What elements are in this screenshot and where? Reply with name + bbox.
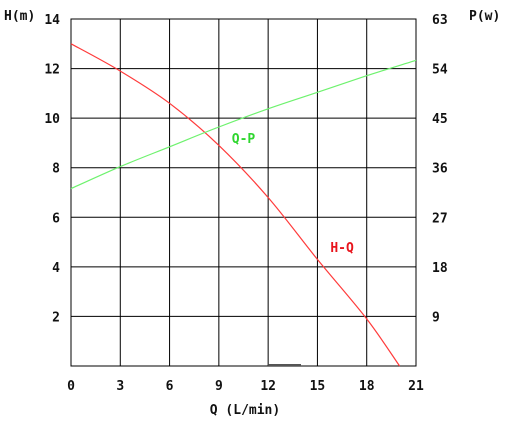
y-tick-label-left: 14 bbox=[44, 13, 60, 28]
y-tick-label-right: 36 bbox=[432, 162, 448, 177]
labels: H(m) P(w) Q (L/min) bbox=[4, 9, 500, 418]
y-tick-label-left: 10 bbox=[44, 112, 60, 127]
x-axis-title: Q (L/min) bbox=[210, 403, 280, 418]
x-tick-label: 15 bbox=[310, 379, 326, 394]
y-tick-label-right: 27 bbox=[432, 211, 448, 226]
curve-label-h-q: H-Q bbox=[330, 241, 354, 256]
x-tick-label: 0 bbox=[67, 379, 75, 394]
x-tick-label: 18 bbox=[359, 379, 375, 394]
plot-series: Q-P H-Q bbox=[70, 43, 417, 367]
y-tick-label-right: 63 bbox=[432, 13, 448, 28]
y-tick-label-right: 9 bbox=[432, 310, 440, 325]
series-line-h-q bbox=[70, 43, 401, 367]
grid bbox=[70, 18, 417, 367]
x-tick-label: 3 bbox=[116, 379, 124, 394]
x-tick-label: 9 bbox=[215, 379, 223, 394]
y-tick-label-right: 54 bbox=[432, 63, 448, 78]
curve-label-q-p: Q-P bbox=[232, 132, 256, 147]
x-tick-label: 12 bbox=[260, 379, 276, 394]
y-axis-title-right: P(w) bbox=[469, 9, 500, 24]
y-tick-label-left: 8 bbox=[52, 162, 60, 177]
y-tick-label-left: 6 bbox=[52, 211, 60, 226]
x-tick-label: 21 bbox=[408, 379, 424, 394]
series-line-q-p bbox=[70, 59, 417, 190]
plot-frame bbox=[70, 18, 417, 367]
y-tick-label-left: 4 bbox=[52, 261, 60, 276]
y-tick-label-right: 18 bbox=[432, 261, 448, 276]
y-tick-label-right: 45 bbox=[432, 112, 448, 127]
x-tick-label: 6 bbox=[166, 379, 174, 394]
y-tick-label-left: 12 bbox=[44, 63, 60, 78]
y-tick-label-left: 2 bbox=[52, 310, 60, 325]
y-axis-title-left: H(m) bbox=[4, 9, 35, 24]
